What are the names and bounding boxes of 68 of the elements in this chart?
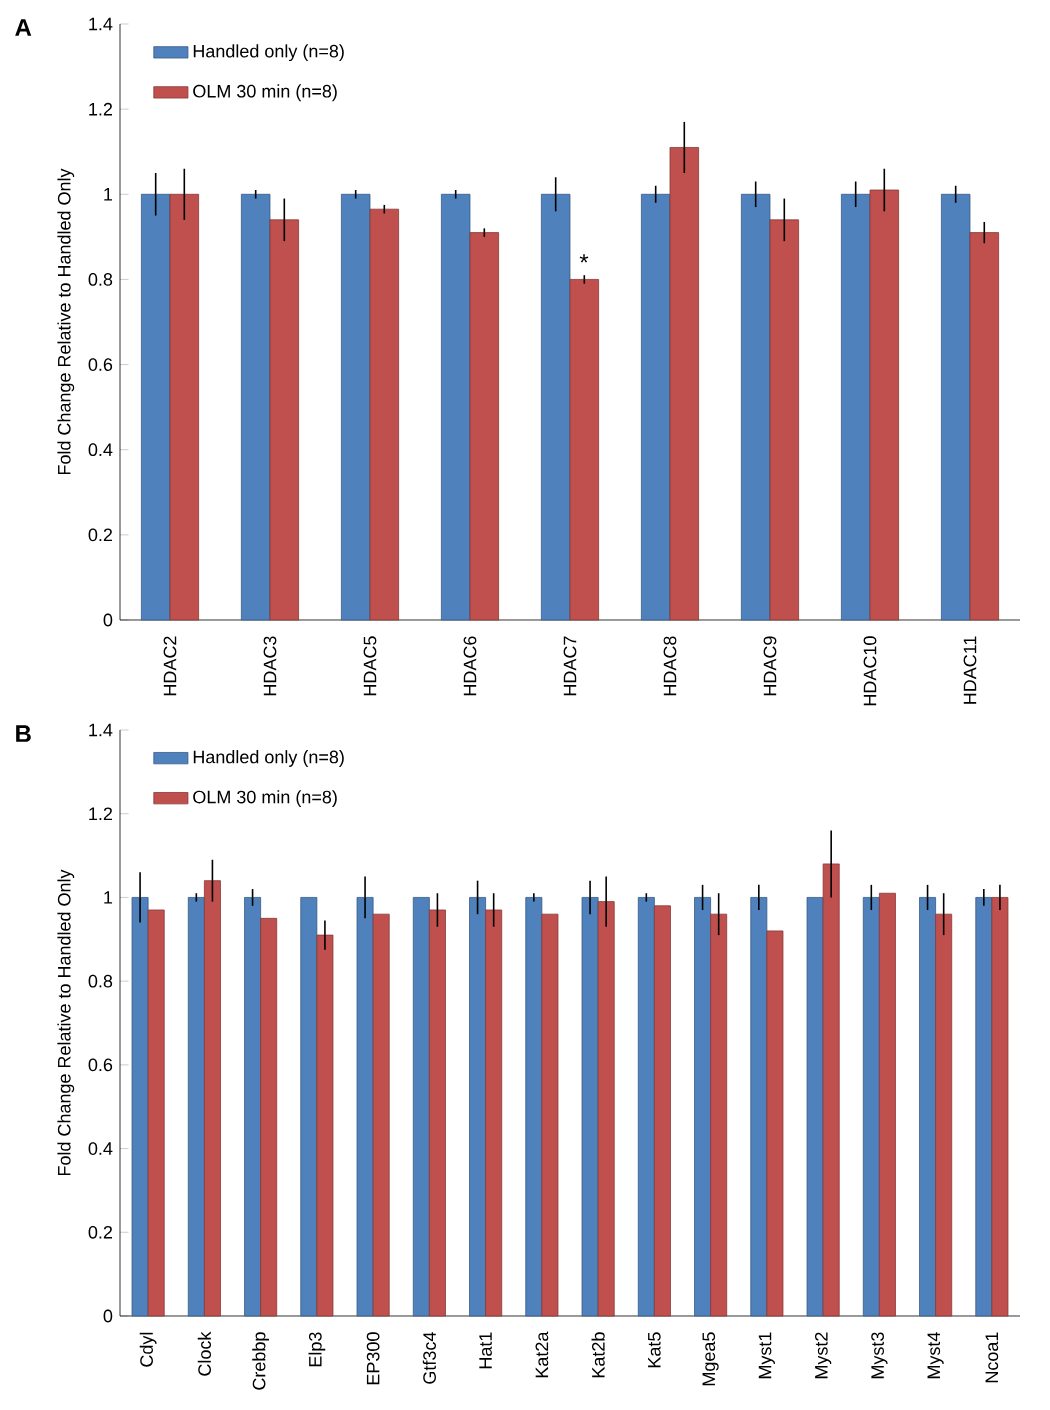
x-tick-label: HDAC2 [163,636,177,696]
x-tick-label: Kat5 [648,1332,661,1368]
text: B [16,725,31,742]
y-tick-label: 0.4 [88,443,113,457]
x-tick-label: Kat2b [591,1332,605,1378]
x-tick-label: Hat1 [479,1332,492,1369]
x-tick-label: HDAC7 [563,636,577,696]
y-tick-label: 0.6 [88,1058,113,1072]
bar [169,193,200,621]
y-tick-label: 1.2 [89,102,113,116]
y-axis-title: Fold Change Relative to Handled Only [57,869,75,1176]
bar [140,193,171,621]
y-tick-label: 0.4 [88,1142,113,1155]
bar [640,193,671,621]
y-tick-label: 1.2 [89,807,113,820]
bar [540,193,571,621]
y-tick-label: 1 [104,891,113,904]
y-tick-label: 0 [103,613,113,627]
legend-label: OLM 30 min (n=8) [193,84,337,102]
x-tick-label: Cdyl [139,1332,157,1367]
x-tick-label: HDAC3 [263,636,277,696]
legend-label: OLM 30 min (n=8) [193,790,337,807]
bar [440,193,471,621]
x-tick-label: Elp3 [308,1332,326,1367]
text: A [15,19,32,36]
bar [669,147,700,621]
bar [469,232,500,621]
bar [940,193,971,621]
x-tick-label: Crebbp [252,1332,270,1390]
x-tick-label: HDAC11 [963,636,977,704]
x-tick-label: EP300 [366,1332,380,1385]
x-tick-label: Ncoa1 [985,1332,999,1383]
y-axis-title: Fold Change Relative to Handled Only [57,168,75,475]
y-tick-label: 0.2 [88,528,113,542]
x-tick-label: Myst3 [871,1332,888,1379]
y-tick-label: 1 [104,188,113,201]
bar [869,189,900,621]
legend-label: Handled only (n=8) [193,44,344,62]
y-tick-label: 0.2 [88,1225,113,1239]
x-tick-label: HDAC5 [363,636,377,696]
legend-label: Handled only (n=8) [193,750,344,767]
bar [569,279,600,621]
x-tick-label: HDAC6 [463,636,477,696]
y-tick-label: 0.8 [88,974,113,988]
x-tick-label: Kat2a [535,1331,549,1378]
x-tick-label: HDAC10 [863,636,877,706]
y-tick-label: 1.4 [89,723,113,737]
bar [740,193,771,621]
x-tick-label: Myst2 [814,1332,832,1379]
x-tick-label: Mgea5 [702,1332,719,1386]
bar [769,219,800,621]
y-tick-label: 0.8 [88,273,113,286]
y-tick-label: 1.4 [89,17,113,31]
x-tick-label: Myst1 [758,1332,775,1379]
x-tick-label: Myst4 [927,1332,944,1379]
annotation: * [579,254,589,263]
bar [840,193,871,621]
bar [240,193,271,621]
y-tick-label: 0 [103,1309,113,1323]
x-tick-label: HDAC9 [763,636,777,696]
x-tick-label: HDAC8 [663,636,677,696]
bar [369,208,400,621]
y-tick-label: 0.6 [88,358,113,371]
bar [969,232,1000,621]
x-tick-label: Clock [197,1331,211,1376]
bar [269,219,300,621]
x-tick-label: Gtf3c4 [422,1332,436,1384]
bar [340,193,371,621]
